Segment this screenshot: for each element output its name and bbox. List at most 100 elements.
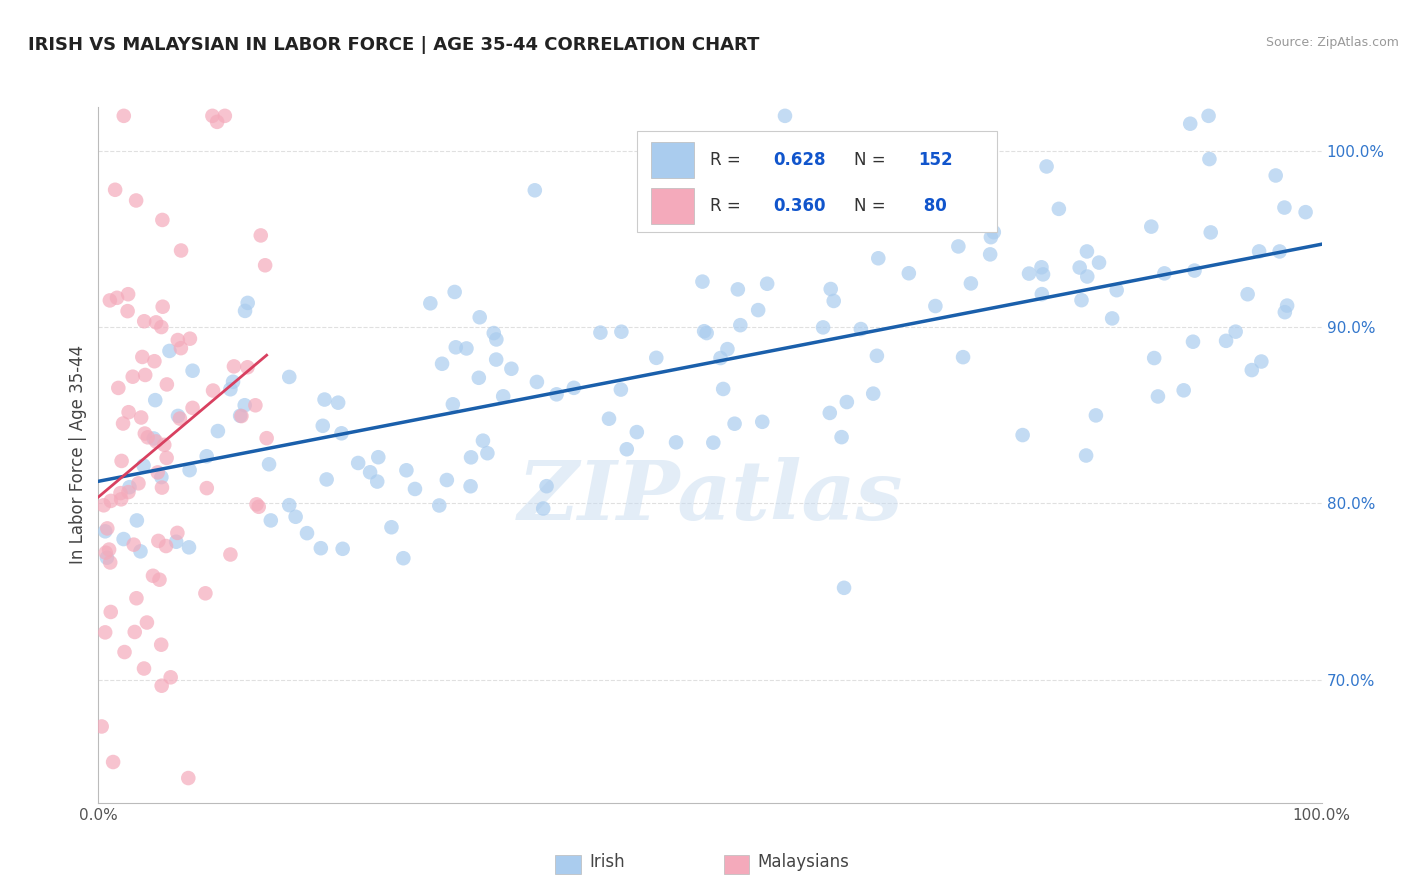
Point	[696, 326, 718, 340]
Point	[219, 382, 242, 396]
Point	[1018, 267, 1040, 281]
Point	[236, 360, 259, 375]
Point	[460, 450, 482, 465]
Point	[702, 435, 724, 450]
Point	[134, 314, 156, 328]
Point	[146, 466, 169, 480]
Point	[135, 615, 157, 630]
Point	[278, 370, 301, 384]
Point	[444, 340, 467, 354]
Point	[236, 296, 259, 310]
Point	[716, 342, 738, 356]
Point	[392, 551, 415, 566]
Text: 0.360: 0.360	[773, 197, 827, 215]
Point	[709, 351, 731, 365]
Point	[202, 384, 225, 398]
Point	[249, 228, 271, 243]
Point	[181, 364, 204, 378]
Point	[101, 755, 124, 769]
Point	[148, 533, 170, 548]
Point	[150, 213, 173, 227]
Point	[222, 375, 245, 389]
Point	[233, 304, 256, 318]
Point	[823, 293, 845, 308]
Point	[1047, 202, 1070, 216]
Point	[610, 325, 633, 339]
Point	[1181, 334, 1204, 349]
Point	[924, 299, 946, 313]
Point	[129, 410, 152, 425]
Point	[150, 470, 173, 484]
Point	[1250, 354, 1272, 368]
Point	[118, 480, 141, 494]
Point	[711, 382, 734, 396]
Point	[233, 398, 256, 412]
Point	[150, 638, 173, 652]
Point	[897, 266, 920, 280]
Point	[195, 450, 218, 464]
Point	[93, 498, 115, 512]
Point	[125, 194, 148, 208]
Point	[314, 392, 336, 407]
Point	[616, 442, 638, 457]
Text: 80: 80	[918, 197, 946, 215]
Point	[1084, 409, 1107, 423]
Point	[835, 395, 858, 409]
Point	[482, 326, 505, 340]
Point	[278, 498, 301, 512]
Point	[94, 524, 117, 539]
Point	[589, 326, 612, 340]
Point	[492, 389, 515, 403]
Point	[562, 381, 585, 395]
Point	[626, 425, 648, 439]
Point	[194, 586, 217, 600]
Point	[1069, 260, 1091, 275]
Point	[1076, 269, 1098, 284]
Point	[1031, 260, 1053, 275]
Point	[98, 542, 121, 557]
Point	[1184, 263, 1206, 277]
Point	[177, 771, 200, 785]
Point	[868, 252, 890, 266]
Point	[124, 624, 146, 639]
Point	[247, 500, 270, 514]
Point	[366, 475, 388, 489]
Point	[132, 661, 155, 675]
Point	[693, 324, 716, 338]
Point	[117, 304, 139, 318]
Point	[727, 282, 749, 296]
Point	[1274, 305, 1296, 319]
Point	[831, 430, 853, 444]
Point	[1101, 311, 1123, 326]
Point	[1225, 325, 1247, 339]
FancyBboxPatch shape	[637, 131, 997, 232]
Point	[468, 310, 491, 325]
Point	[477, 446, 499, 460]
Point	[441, 397, 464, 411]
Point	[773, 109, 796, 123]
Point	[1173, 384, 1195, 398]
Point	[367, 450, 389, 465]
Point	[229, 409, 252, 423]
Point	[205, 115, 228, 129]
Bar	[651, 142, 695, 178]
Y-axis label: In Labor Force | Age 35-44: In Labor Force | Age 35-44	[69, 345, 87, 565]
Point	[430, 357, 453, 371]
Point	[155, 539, 177, 553]
Point	[143, 354, 166, 368]
Point	[468, 371, 491, 385]
Point	[110, 492, 132, 507]
Point	[100, 605, 122, 619]
Point	[179, 332, 201, 346]
Point	[536, 479, 558, 493]
Point	[125, 513, 148, 527]
Point	[112, 532, 135, 546]
Point	[167, 409, 190, 423]
Point	[94, 546, 117, 560]
Text: Source: ZipAtlas.com: Source: ZipAtlas.com	[1265, 36, 1399, 49]
Text: IRISH VS MALAYSIAN IN LABOR FORCE | AGE 35-44 CORRELATION CHART: IRISH VS MALAYSIAN IN LABOR FORCE | AGE …	[28, 36, 759, 54]
Point	[1074, 449, 1097, 463]
Point	[98, 293, 121, 308]
Point	[107, 381, 129, 395]
Point	[501, 361, 523, 376]
